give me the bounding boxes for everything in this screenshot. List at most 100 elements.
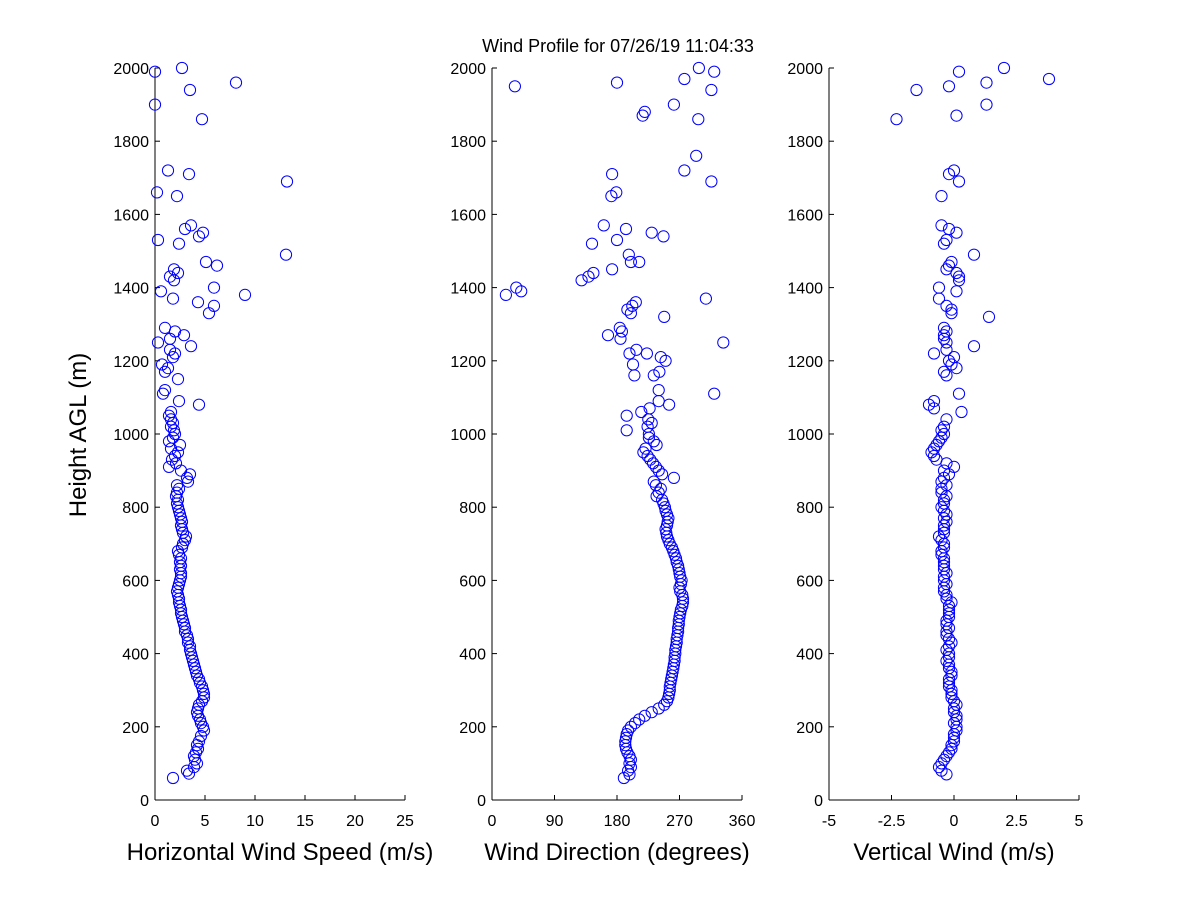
data-point [947, 164, 961, 177]
data-point [645, 416, 658, 430]
data-point [636, 109, 649, 122]
data-point [649, 479, 663, 492]
data-point [166, 292, 180, 305]
data-point [630, 343, 643, 356]
data-point [624, 307, 638, 320]
data-point [210, 259, 224, 272]
data-point [585, 237, 599, 250]
x-tick-label: 0 [151, 813, 160, 830]
data-point [653, 365, 666, 378]
y-tick-label: 1000 [787, 427, 823, 444]
x-tick-label: 10 [246, 813, 264, 830]
data-point [168, 449, 182, 463]
data-point [622, 724, 635, 737]
data-point [195, 680, 209, 693]
y-tick-label: 1400 [450, 281, 486, 298]
data-point [606, 263, 619, 276]
data-point [717, 336, 730, 349]
data-point [614, 332, 627, 345]
data-point [510, 281, 523, 294]
x-tick-label: 15 [296, 813, 314, 830]
data-point [940, 299, 953, 312]
data-point [942, 168, 956, 181]
data-point [935, 475, 948, 488]
data-point [639, 442, 652, 455]
data-point [942, 621, 956, 635]
data-point [238, 288, 252, 301]
data-point [942, 746, 956, 759]
data-point [942, 222, 956, 236]
data-point [692, 113, 705, 126]
data-point [937, 427, 951, 441]
data-point [610, 76, 624, 89]
data-point [937, 237, 951, 250]
data-point [170, 190, 184, 203]
data-point [195, 113, 209, 126]
data-point [922, 398, 936, 411]
x-tick-label: 20 [346, 813, 364, 830]
data-point [952, 175, 966, 188]
data-point [1042, 72, 1056, 86]
data-point [942, 80, 956, 93]
data-point [163, 343, 177, 356]
y-tick-label: 400 [459, 647, 486, 664]
data-point [955, 405, 968, 419]
data-point [151, 336, 165, 349]
data-point [645, 226, 658, 239]
y-tick-label: 200 [122, 720, 149, 737]
data-point [192, 398, 206, 411]
y-tick-label: 1400 [787, 281, 823, 298]
data-point [647, 457, 660, 470]
data-point [182, 767, 196, 780]
x-tick-label: 0 [488, 813, 497, 830]
y-tick-label: 600 [459, 573, 486, 590]
data-point [940, 654, 953, 668]
data-point [192, 735, 206, 748]
data-point [937, 541, 951, 554]
data-point [575, 274, 588, 287]
data-point [980, 98, 993, 111]
data-point [947, 351, 961, 364]
data-point [952, 270, 966, 283]
data-point [947, 717, 961, 730]
data-point [937, 329, 951, 342]
data-point [656, 468, 669, 481]
data-point [158, 384, 172, 397]
x-tick-label: 25 [396, 813, 414, 830]
data-point [508, 80, 522, 93]
data-point [940, 325, 953, 338]
data-point [937, 420, 951, 433]
data-point [624, 255, 638, 269]
data-point [659, 504, 672, 517]
data-point [601, 329, 615, 342]
data-point [172, 548, 186, 561]
data-point [678, 164, 691, 177]
data-point [184, 340, 198, 353]
data-point [940, 578, 953, 591]
data-point [633, 255, 646, 269]
data-point [183, 83, 197, 97]
x-axis-title: Vertical Wind (m/s) [853, 839, 1054, 866]
x-axis-title: Wind Direction (degrees) [484, 839, 749, 866]
data-point [643, 402, 656, 415]
data-point [587, 266, 600, 280]
figure-title: Wind Profile for 07/26/19 11:04:33 [482, 36, 754, 56]
data-point [171, 373, 185, 386]
data-point [626, 299, 639, 312]
data-point [180, 764, 194, 777]
y-tick-label: 1000 [450, 427, 486, 444]
data-point [207, 299, 221, 312]
data-point [166, 771, 180, 785]
data-point [150, 186, 164, 199]
y-tick-label: 2000 [450, 61, 486, 78]
data-point [650, 438, 663, 452]
data-point [967, 248, 981, 261]
data-point [945, 665, 958, 679]
data-point [622, 248, 635, 261]
data-point [665, 541, 679, 554]
data-point [184, 219, 198, 232]
data-point [279, 248, 293, 261]
data-point [199, 255, 213, 269]
y-tick-label: 1200 [787, 354, 823, 371]
